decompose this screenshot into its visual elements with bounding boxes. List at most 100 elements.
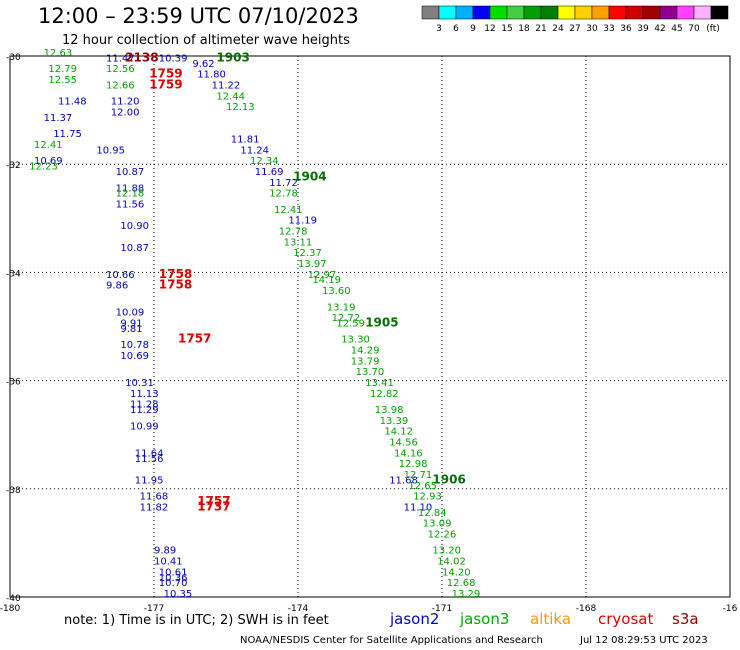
wave-height-label-jason3: 12.55 <box>48 75 77 86</box>
color-scale-swatch <box>540 5 559 20</box>
color-scale-label: 9 <box>470 24 476 34</box>
x-tick-label: -168 <box>576 604 597 614</box>
color-scale-swatch <box>642 5 661 20</box>
wave-height-label-jason2: 11.19 <box>288 216 317 227</box>
color-scale-label: 21 <box>535 24 546 34</box>
chart-title: 12:00 – 23:59 UTC 07/10/2023 <box>38 4 359 28</box>
color-scale-unit: (ft) <box>706 24 720 34</box>
wave-height-label-jason3: 12.82 <box>370 389 399 400</box>
wave-height-label-jason3: 12.41 <box>274 205 303 216</box>
wave-height-label-jason2: 11.20 <box>111 97 140 108</box>
wave-height-label-jason2: 11.68 <box>140 492 169 503</box>
wave-height-label-jason2: 10.09 <box>116 308 145 319</box>
wave-height-label-jason2: 11.68 <box>389 475 418 486</box>
wave-height-label-jason3: 12.68 <box>447 578 476 589</box>
y-tick-label: -30 <box>6 53 21 63</box>
y-tick-label: -40 <box>6 594 21 604</box>
wave-height-label-jason3: 12.65 <box>408 481 437 492</box>
y-tick-label: -32 <box>6 161 21 171</box>
wave-height-label-jason3: 14.16 <box>394 448 423 459</box>
pass-time-marker: 1757 <box>178 332 211 346</box>
color-scale-label: 12 <box>484 24 495 34</box>
pass-time-marker: 1758 <box>159 278 192 292</box>
wave-height-label-jason3: 14.12 <box>384 427 413 438</box>
wave-height-label-jason2: 10.36 <box>159 573 188 584</box>
wave-height-label-jason2: 9.89 <box>154 546 176 557</box>
wave-height-label-jason3: 13.41 <box>365 378 394 389</box>
wave-height-label-jason3: 12.23 <box>29 162 58 173</box>
color-scale-label: 45 <box>671 24 682 34</box>
color-scale-swatch <box>421 5 440 20</box>
color-scale-swatch <box>591 5 610 20</box>
wave-height-label-jason2: 10.31 <box>125 378 154 389</box>
wave-height-label-jason2: 11.24 <box>240 145 269 156</box>
footer-timestamp: Jul 12 08:29:53 UTC 2023 <box>580 635 708 646</box>
color-scale-swatch <box>557 5 576 20</box>
color-scale-swatch <box>574 5 593 20</box>
wave-height-label-jason3: 13.70 <box>356 367 385 378</box>
footer-credit: NOAA/NESDIS Center for Satellite Applica… <box>240 635 543 646</box>
chart-axes: -180 -177 -174 -171 -168 -16 -30 -32 -34 -36 -38 -4… <box>0 53 738 614</box>
wave-height-label-jason2: 10.69 <box>120 351 149 362</box>
legend-entry-altika: altika <box>530 610 571 628</box>
wave-height-label-jason3: 12.13 <box>226 102 255 113</box>
wave-height-label-jason2: 11.95 <box>135 475 164 486</box>
pass-time-marker: 2138 <box>125 50 158 64</box>
wave-height-label-jason2: 10.87 <box>116 167 145 178</box>
wave-height-label-jason2: 10.61 <box>159 567 188 578</box>
wave-height-label-jason3: 12.97 <box>308 270 337 281</box>
time-markers: 2138175917591758175817571757173719031904… <box>125 50 466 513</box>
wave-height-label-jason2: 11.29 <box>130 405 159 416</box>
chart-subtitle: 12 hour collection of altimeter wave hei… <box>62 33 350 48</box>
wave-height-label-jason2: 11.82 <box>140 502 169 513</box>
wave-height-label-jason2: 10.35 <box>164 589 193 600</box>
wave-height-label-jason3: 13.60 <box>322 286 351 297</box>
x-tick-label: -171 <box>432 604 452 614</box>
wave-height-label-jason2: 10.39 <box>159 53 188 64</box>
wave-height-label-jason2: 10.87 <box>120 243 149 254</box>
x-tick-label: -180 <box>0 604 20 614</box>
color-scale-label: 24 <box>552 24 564 34</box>
wave-height-label-jason2: 10.69 <box>34 156 63 167</box>
color-scale-label: 30 <box>586 24 598 34</box>
wave-height-label-jason3: 13.30 <box>341 335 370 346</box>
color-scale-swatch <box>489 5 508 20</box>
wave-height-label-jason3: 14.20 <box>442 567 471 578</box>
chart-grid <box>9 55 731 598</box>
x-tick-label: -177 <box>144 604 164 614</box>
wave-height-label-jason3: 12.93 <box>413 492 442 503</box>
pass-time-marker: 1905 <box>365 316 398 330</box>
wave-height-label-jason2: 10.41 <box>154 557 183 568</box>
wave-height-label-jason3: 12.18 <box>116 189 145 200</box>
color-scale-label: 42 <box>654 24 665 34</box>
footer-note: note: 1) Time is in UTC; 2) SWH is in fe… <box>64 613 329 628</box>
wave-height-label-jason2: 11.56 <box>116 199 145 210</box>
y-tick-label: -38 <box>6 486 21 496</box>
wave-height-label-jason3: 13.19 <box>327 302 356 313</box>
wave-height-label-jason3: 13.11 <box>284 237 313 248</box>
wave-height-label-jason2: 9.86 <box>106 281 128 292</box>
wave-height-label-jason3: 12.79 <box>48 64 77 75</box>
color-scale-label: 39 <box>637 24 649 34</box>
wave-height-label-jason2: 11.56 <box>135 454 164 465</box>
wave-height-label-jason3: 14.29 <box>351 346 380 357</box>
wave-height-label-jason2: 11.64 <box>135 448 164 459</box>
wave-height-label-jason2: 10.78 <box>120 340 149 351</box>
wave-height-label-jason3: 13.09 <box>423 519 452 530</box>
wave-height-label-jason3: 12.78 <box>269 189 298 200</box>
wave-height-label-jason2: 11.22 <box>212 80 241 91</box>
y-tick-label: -34 <box>6 269 21 279</box>
color-scale-swatch <box>710 5 729 20</box>
color-scale-bar: 3 6 9 12 15 18 21 24 27 30 33 36 39 42 45 70 (ft) <box>421 5 729 34</box>
color-scale-swatch <box>676 5 695 20</box>
pass-time-marker: 1759 <box>149 77 182 91</box>
color-scale-label: 70 <box>688 24 700 34</box>
wave-height-label-jason2: 10.90 <box>120 221 149 232</box>
wave-height-label-jason2: 10.66 <box>106 270 135 281</box>
color-scale-swatch <box>608 5 627 20</box>
wave-height-label-jason3: 12.34 <box>250 156 279 167</box>
wave-height-label-jason3: 12.56 <box>106 64 135 75</box>
wave-height-label-jason2: 11.10 <box>404 502 433 513</box>
wave-height-label-jason3: 12.71 <box>404 470 433 481</box>
satellite-legend: jason2 jason3 altika cryosat s3a <box>389 610 699 628</box>
